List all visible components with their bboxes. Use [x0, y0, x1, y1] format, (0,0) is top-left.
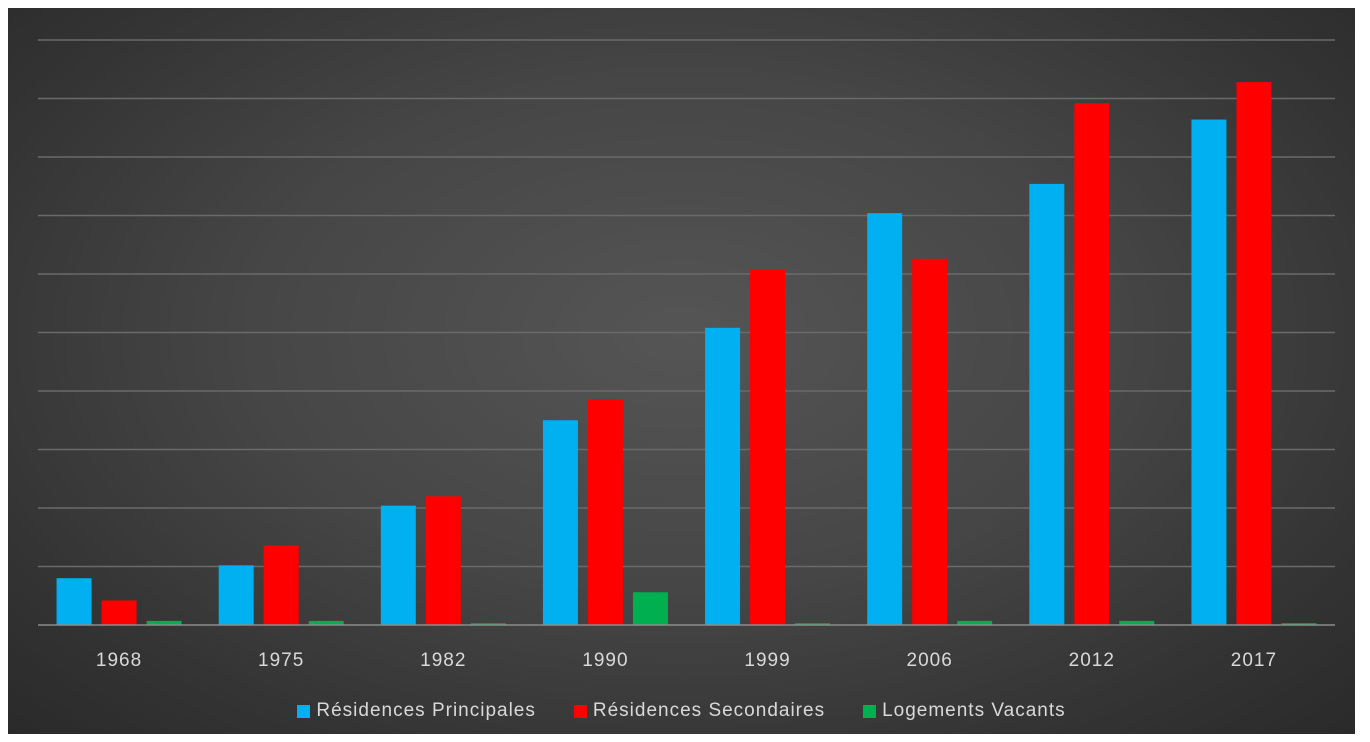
bar-logements-vacants-1990	[632, 592, 668, 625]
x-tick-label: 2012	[1069, 650, 1115, 671]
x-tick-label: 1990	[582, 650, 628, 671]
bar-logements-vacants-1975	[308, 620, 344, 625]
bar-logements-vacants-2017	[1281, 623, 1317, 625]
legend-item: Résidences Principales	[297, 700, 536, 722]
bar-r-sidences-principales-2012	[1029, 183, 1065, 625]
bar-r-sidences-principales-1990	[542, 420, 578, 625]
x-tick-label: 1999	[744, 650, 790, 671]
x-tick-label: 2006	[907, 650, 953, 671]
bar-logements-vacants-1982	[470, 623, 506, 625]
bar-r-sidences-principales-1982	[380, 505, 416, 625]
legend-label: Résidences Secondaires	[592, 700, 826, 721]
bar-r-sidences-principales-2017	[1191, 119, 1227, 625]
bar-r-sidences-secondaires-2006	[912, 258, 948, 625]
legend-swatch	[573, 704, 587, 718]
x-tick-label: 1968	[96, 650, 142, 671]
bar-r-sidences-principales-1975	[218, 565, 254, 625]
x-tick-label: 1982	[420, 650, 466, 671]
bar-r-sidences-secondaires-1999	[750, 269, 786, 625]
bar-r-sidences-principales-1999	[705, 327, 741, 625]
bar-r-sidences-secondaires-2017	[1236, 82, 1272, 626]
bar-logements-vacants-1968	[146, 620, 182, 625]
legend-label: Résidences Principales	[316, 700, 536, 721]
legend-item: Résidences Secondaires	[573, 700, 826, 722]
bar-r-sidences-secondaires-1968	[101, 600, 137, 625]
bar-chart: 1968 1975 1982 1990 1999 2006 2012 2017	[38, 39, 1335, 671]
bar-r-sidences-principales-2006	[867, 213, 903, 625]
x-tick-label: 2017	[1231, 650, 1277, 671]
legend-item: Logements Vacants	[863, 700, 1066, 722]
bar-r-sidences-principales-1968	[56, 578, 92, 625]
bar-logements-vacants-1999	[795, 623, 831, 625]
bar-r-sidences-secondaires-1975	[263, 545, 299, 625]
bar-r-sidences-secondaires-1990	[587, 399, 623, 625]
x-tick-label: 1975	[258, 650, 304, 671]
legend-swatch	[297, 704, 311, 718]
legend-label: Logements Vacants	[882, 700, 1066, 721]
legend-swatch	[863, 704, 877, 718]
chart-legend: Résidences Principales Résidences Seconda…	[8, 696, 1355, 726]
bar-r-sidences-secondaires-2012	[1074, 103, 1110, 626]
bar-logements-vacants-2012	[1119, 620, 1155, 625]
chart-frame: 1968 1975 1982 1990 1999 2006 2012 2017 Résiden…	[8, 8, 1355, 734]
bar-logements-vacants-2006	[957, 620, 993, 625]
bar-r-sidences-secondaires-1982	[425, 496, 461, 625]
